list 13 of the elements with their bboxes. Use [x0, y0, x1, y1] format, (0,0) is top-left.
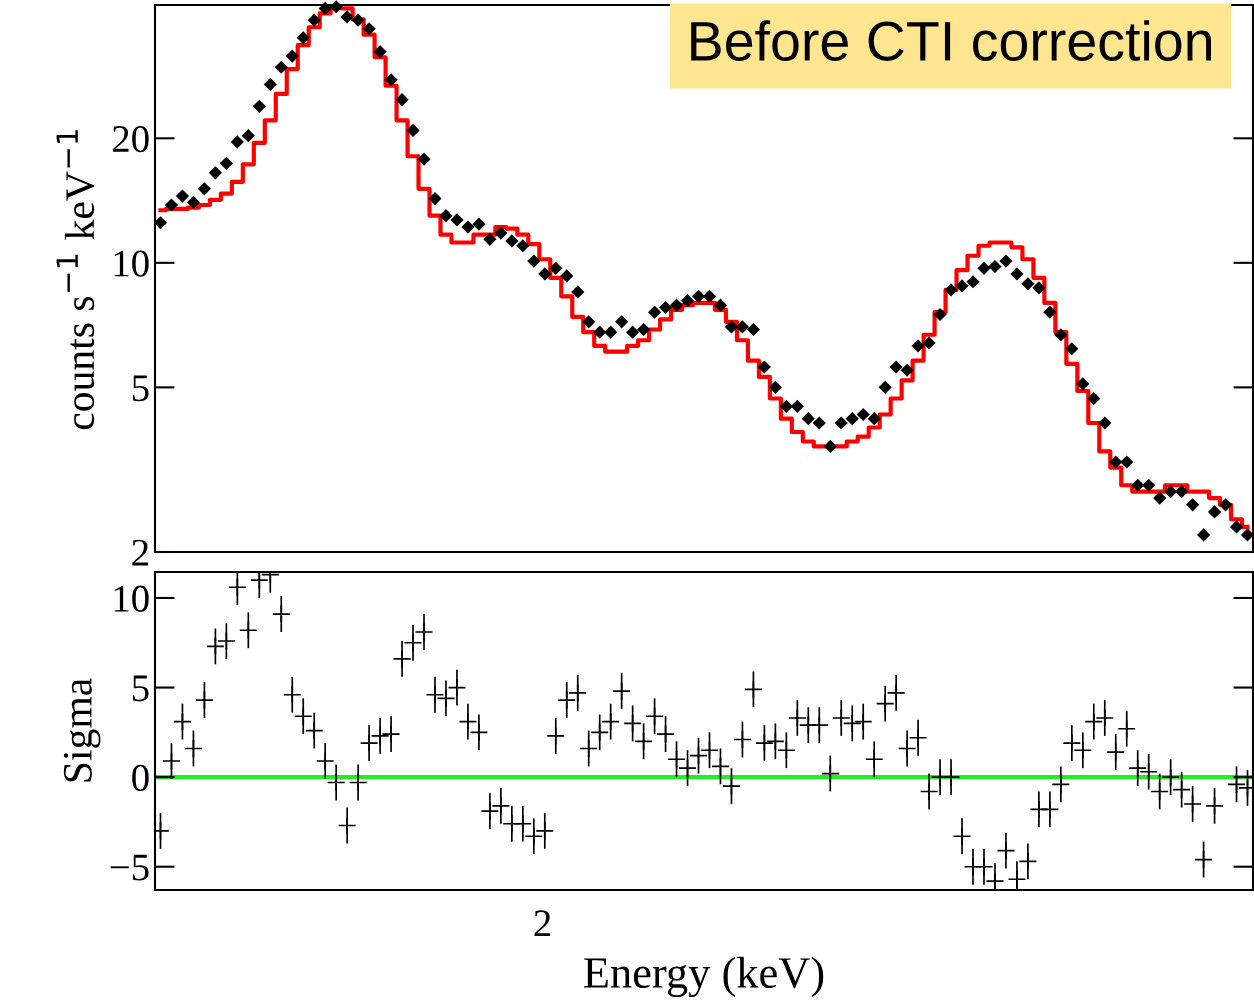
y-axis-title: Sigma — [63, 678, 101, 782]
y-tick-label: 10 — [114, 250, 149, 277]
x-axis-title: Energy (keV) — [584, 956, 824, 998]
y-tick-label: 5 — [132, 375, 149, 402]
annotation: Before CTI correction — [691, 20, 1211, 61]
y-tick-label: 0 — [132, 764, 149, 792]
y-tick-label: 10 — [114, 585, 149, 612]
y-axis-title: counts s$^{−1}$ keV$^{−1}$ — [56, 130, 95, 430]
y-tick-label: 2 — [132, 539, 148, 566]
y-tick-label: 20 — [112, 125, 149, 153]
y-tick-label: 5 — [132, 675, 149, 702]
y-tick-label: −5 — [110, 854, 149, 881]
text: 2 — [534, 910, 551, 937]
